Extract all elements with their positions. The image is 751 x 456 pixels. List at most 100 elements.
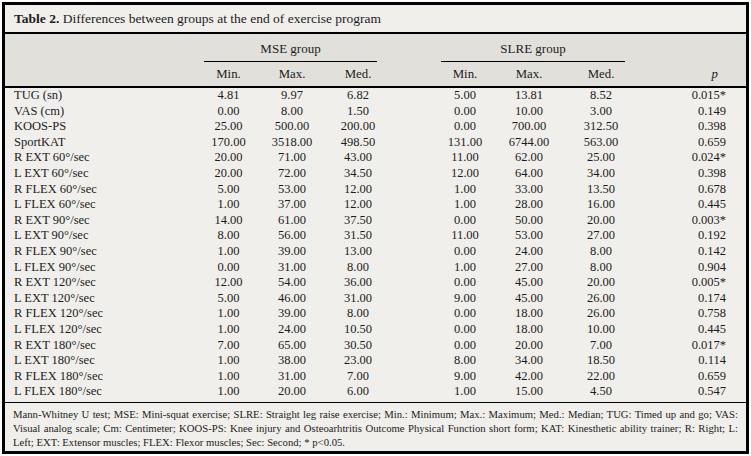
mse-value-cell: 39.00 (257, 244, 327, 260)
slre-value-cell: 0.00 (437, 244, 493, 260)
mse-group-header: MSE group (204, 41, 377, 62)
mse-group-cell: MSE group (200, 34, 389, 62)
slre-value-cell: 18.00 (493, 322, 565, 338)
slre-value-cell: 27.00 (493, 260, 565, 276)
mse-value-cell: 170.00 (200, 135, 257, 151)
slre-value-cell: 13.81 (493, 87, 565, 104)
table-row: L EXT 120°/sec5.0046.0031.009.0045.0026.… (5, 291, 746, 307)
mse-value-cell: 1.00 (200, 322, 257, 338)
mse-value-cell: 43.00 (327, 150, 389, 166)
table-row: L EXT 180°/sec1.0038.0023.008.0034.0018.… (5, 353, 746, 369)
mse-value-cell: 1.00 (200, 369, 257, 385)
slre-value-cell: 3.00 (565, 104, 637, 120)
mse-value-cell: 36.00 (327, 275, 389, 291)
mse-value-cell: 6.00 (327, 384, 389, 400)
spacer-cell (389, 34, 437, 62)
table-row: SportKAT170.003518.00498.50131.006744.00… (5, 135, 746, 151)
slre-value-cell: 700.00 (493, 119, 565, 135)
spacer-cell (389, 275, 437, 291)
p-value-cell: 0.659 (637, 369, 746, 385)
mse-value-cell: 20.00 (200, 166, 257, 182)
mse-value-cell: 34.50 (327, 166, 389, 182)
slre-value-cell: 13.50 (565, 182, 637, 198)
spacer-cell (5, 62, 200, 87)
spacer-cell (389, 306, 437, 322)
slre-value-cell: 26.00 (565, 306, 637, 322)
mse-value-cell: 71.00 (257, 150, 327, 166)
table-header: MSE group SLRE group Min. Max. Med. Min.… (5, 34, 746, 87)
slre-value-cell: 45.00 (493, 291, 565, 307)
mse-value-cell: 1.50 (327, 104, 389, 120)
slre-value-cell: 0.00 (437, 306, 493, 322)
slre-value-cell: 8.00 (437, 353, 493, 369)
mse-value-cell: 1.00 (200, 384, 257, 400)
slre-value-cell: 18.00 (493, 306, 565, 322)
row-label: VAS (cm) (5, 104, 200, 120)
spacer-cell (637, 34, 746, 62)
mse-value-cell: 31.00 (257, 260, 327, 276)
group-header-row: MSE group SLRE group (5, 34, 746, 62)
row-label: L EXT 60°/sec (5, 166, 200, 182)
slre-value-cell: 11.00 (437, 228, 493, 244)
slre-value-cell: 45.00 (493, 275, 565, 291)
spacer-cell (389, 244, 437, 260)
slre-value-cell: 64.00 (493, 166, 565, 182)
mse-value-cell: 14.00 (200, 213, 257, 229)
spacer-cell (389, 104, 437, 120)
slre-value-cell: 11.00 (437, 150, 493, 166)
slre-value-cell: 8.52 (565, 87, 637, 104)
p-value-cell: 0.024* (637, 150, 746, 166)
table-row: TUG (sn)4.819.976.825.0013.818.520.015* (5, 87, 746, 104)
slre-value-cell: 27.00 (565, 228, 637, 244)
slre-value-cell: 0.00 (437, 213, 493, 229)
mse-value-cell: 6.82 (327, 87, 389, 104)
mse-value-cell: 12.00 (200, 275, 257, 291)
mse-max-header: Max. (257, 62, 327, 87)
p-value-cell: 0.445 (637, 322, 746, 338)
p-value-cell: 0.017* (637, 338, 746, 354)
p-value-cell: 0.142 (637, 244, 746, 260)
slre-group-cell: SLRE group (437, 34, 637, 62)
table-row: R EXT 90°/sec14.0061.0037.500.0050.0020.… (5, 213, 746, 229)
p-value-cell: 0.659 (637, 135, 746, 151)
row-label: L FLEX 120°/sec (5, 322, 200, 338)
mse-value-cell: 5.00 (200, 291, 257, 307)
spacer-cell (389, 384, 437, 400)
row-label: L EXT 90°/sec (5, 228, 200, 244)
row-label: R EXT 180°/sec (5, 338, 200, 354)
p-value-cell: 0.904 (637, 260, 746, 276)
table-row: KOOS-PS25.00500.00200.000.00700.00312.50… (5, 119, 746, 135)
table-row: L FLEX 60°/sec1.0037.0012.001.0028.0016.… (5, 197, 746, 213)
table-row: L FLEX 90°/sec0.0031.008.001.0027.008.00… (5, 260, 746, 276)
spacer-cell (389, 228, 437, 244)
table-row: VAS (cm)0.008.001.500.0010.003.000.149 (5, 104, 746, 120)
mse-value-cell: 31.00 (257, 369, 327, 385)
spacer-cell (389, 166, 437, 182)
table-row: R EXT 120°/sec12.0054.0036.000.0045.0020… (5, 275, 746, 291)
mse-value-cell: 30.50 (327, 338, 389, 354)
slre-value-cell: 1.00 (437, 384, 493, 400)
row-label: TUG (sn) (5, 87, 200, 104)
mse-value-cell: 3518.00 (257, 135, 327, 151)
slre-value-cell: 10.00 (493, 104, 565, 120)
mse-value-cell: 7.00 (327, 369, 389, 385)
mse-value-cell: 1.00 (200, 353, 257, 369)
mse-value-cell: 9.97 (257, 87, 327, 104)
slre-value-cell: 0.00 (437, 322, 493, 338)
row-label: R FLEX 120°/sec (5, 306, 200, 322)
table-row: R EXT 60°/sec20.0071.0043.0011.0062.0025… (5, 150, 746, 166)
slre-max-header: Max. (493, 62, 565, 87)
mse-value-cell: 20.00 (200, 150, 257, 166)
slre-value-cell: 1.00 (437, 197, 493, 213)
spacer-cell (389, 260, 437, 276)
spacer-cell (389, 135, 437, 151)
slre-value-cell: 50.00 (493, 213, 565, 229)
mse-value-cell: 72.00 (257, 166, 327, 182)
row-label: R FLEX 180°/sec (5, 369, 200, 385)
page: Table 2. Differences between groups at t… (0, 0, 751, 456)
p-value-cell: 0.398 (637, 166, 746, 182)
mse-value-cell: 498.50 (327, 135, 389, 151)
slre-value-cell: 10.00 (565, 322, 637, 338)
spacer-cell (389, 291, 437, 307)
mse-value-cell: 61.00 (257, 213, 327, 229)
